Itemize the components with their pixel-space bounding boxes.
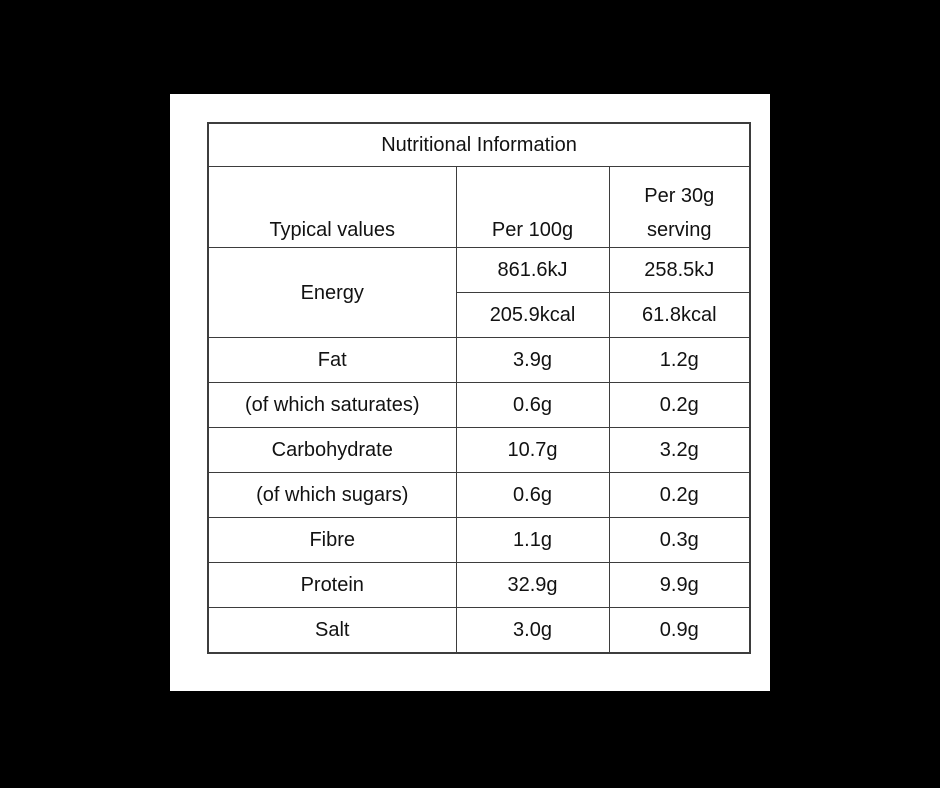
energy-kj-per-100g: 861.6kJ [455,247,610,293]
row-label-saturates: (of which saturates) [207,382,457,428]
table-row-carbohydrate: Carbohydrate 10.7g 3.2g [207,427,751,473]
header-per-30g-serving: Per 30g serving [608,166,751,248]
fat-per-30g: 1.2g [608,337,751,383]
table-row-saturates: (of which saturates) 0.6g 0.2g [207,382,751,428]
energy-kcal-per-30g: 61.8kcal [608,292,751,338]
carbohydrate-per-30g: 3.2g [608,427,751,473]
table-title-row: Nutritional Information [207,122,751,167]
row-label-sugars: (of which sugars) [207,472,457,518]
nutrition-label-panel: Nutritional Information Typical values P… [170,94,770,691]
fat-per-100g: 3.9g [455,337,610,383]
row-label-protein: Protein [207,562,457,608]
table-row-protein: Protein 32.9g 9.9g [207,562,751,608]
table-row-fibre: Fibre 1.1g 0.3g [207,517,751,563]
row-label-carbohydrate: Carbohydrate [207,427,457,473]
fibre-per-100g: 1.1g [455,517,610,563]
fibre-per-30g: 0.3g [608,517,751,563]
row-label-fat: Fat [207,337,457,383]
nutrition-table: Nutritional Information Typical values P… [207,122,752,654]
salt-per-100g: 3.0g [455,607,610,654]
saturates-per-30g: 0.2g [608,382,751,428]
row-label-fibre: Fibre [207,517,457,563]
table-title: Nutritional Information [207,122,751,167]
table-row-salt: Salt 3.0g 0.9g [207,607,751,654]
salt-per-30g: 0.9g [608,607,751,654]
header-per-100g: Per 100g [455,166,610,248]
header-typical-values: Typical values [207,166,457,248]
table-row-energy-kj: Energy 861.6kJ 258.5kJ [207,247,751,338]
carbohydrate-per-100g: 10.7g [455,427,610,473]
saturates-per-100g: 0.6g [455,382,610,428]
energy-kj-per-30g: 258.5kJ [608,247,751,293]
row-label-energy: Energy [207,247,457,338]
table-row-energy-kcal: 205.9kcal 61.8kcal [208,292,751,338]
energy-kcal-per-100g: 205.9kcal [455,292,610,338]
protein-per-30g: 9.9g [608,562,751,608]
sugars-per-100g: 0.6g [455,472,610,518]
sugars-per-30g: 0.2g [608,472,751,518]
table-row-sugars: (of which sugars) 0.6g 0.2g [207,472,751,518]
table-row-fat: Fat 3.9g 1.2g [207,337,751,383]
protein-per-100g: 32.9g [455,562,610,608]
row-label-salt: Salt [207,607,457,654]
table-header-row: Typical values Per 100g Per 30g serving [207,166,751,248]
